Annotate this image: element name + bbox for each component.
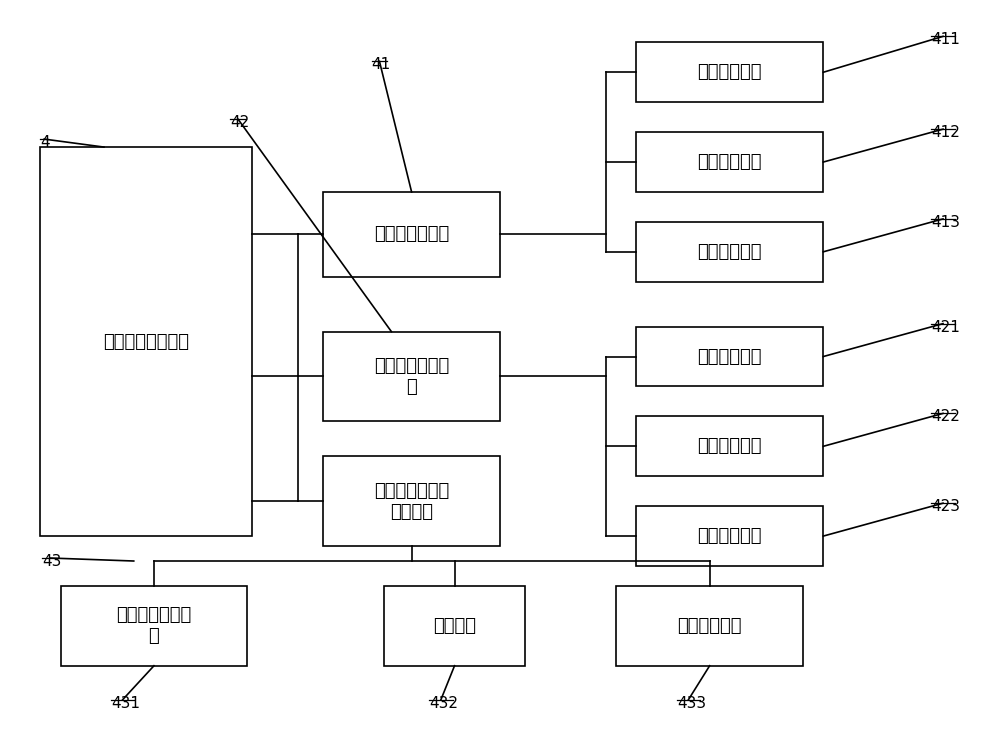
Text: 供热管网控制单
元: 供热管网控制单 元 — [374, 357, 449, 396]
Text: 432: 432 — [429, 695, 458, 710]
Bar — [40, 147, 252, 536]
Text: 41: 41 — [372, 57, 391, 72]
Text: 433: 433 — [677, 695, 706, 710]
Bar — [323, 456, 500, 546]
Bar — [636, 222, 823, 282]
Text: 阀门控制模块: 阀门控制模块 — [698, 348, 762, 366]
Text: 423: 423 — [931, 499, 960, 514]
Text: 421: 421 — [931, 319, 960, 334]
Text: 用户信息模块: 用户信息模块 — [698, 63, 762, 81]
Bar — [61, 586, 247, 666]
Text: 供热管网数据库: 供热管网数据库 — [374, 225, 449, 244]
Text: 412: 412 — [931, 125, 960, 140]
Text: 分析模块: 分析模块 — [433, 617, 476, 635]
Bar — [384, 586, 525, 666]
Text: 43: 43 — [42, 554, 62, 569]
Text: 节点控制模块: 节点控制模块 — [698, 527, 762, 545]
Bar — [616, 586, 803, 666]
Text: 热源信息模块: 热源信息模块 — [698, 153, 762, 171]
Bar — [636, 42, 823, 103]
Text: 策略生成模块: 策略生成模块 — [677, 617, 742, 635]
Text: 供热管网反馈数
据采集库: 供热管网反馈数 据采集库 — [374, 481, 449, 521]
Text: 431: 431 — [111, 695, 140, 710]
Bar — [636, 416, 823, 476]
Bar — [636, 132, 823, 192]
Text: 电源控制模块: 电源控制模块 — [698, 438, 762, 455]
Text: 前端数据收集模
块: 前端数据收集模 块 — [116, 606, 192, 645]
Text: 4: 4 — [40, 135, 50, 150]
Bar — [636, 506, 823, 566]
Text: 411: 411 — [931, 33, 960, 48]
Text: 实时存储模块: 实时存储模块 — [698, 243, 762, 261]
Text: 422: 422 — [931, 409, 960, 424]
Text: 供热管网监控终端: 供热管网监控终端 — [103, 333, 189, 351]
Text: 413: 413 — [931, 215, 960, 230]
Text: 42: 42 — [230, 115, 249, 130]
Bar — [636, 327, 823, 386]
Bar — [323, 331, 500, 421]
Bar — [323, 192, 500, 276]
